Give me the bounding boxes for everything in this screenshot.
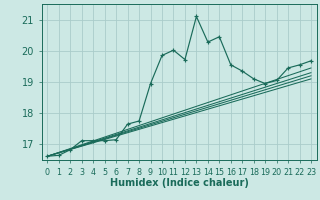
X-axis label: Humidex (Indice chaleur): Humidex (Indice chaleur) (110, 178, 249, 188)
